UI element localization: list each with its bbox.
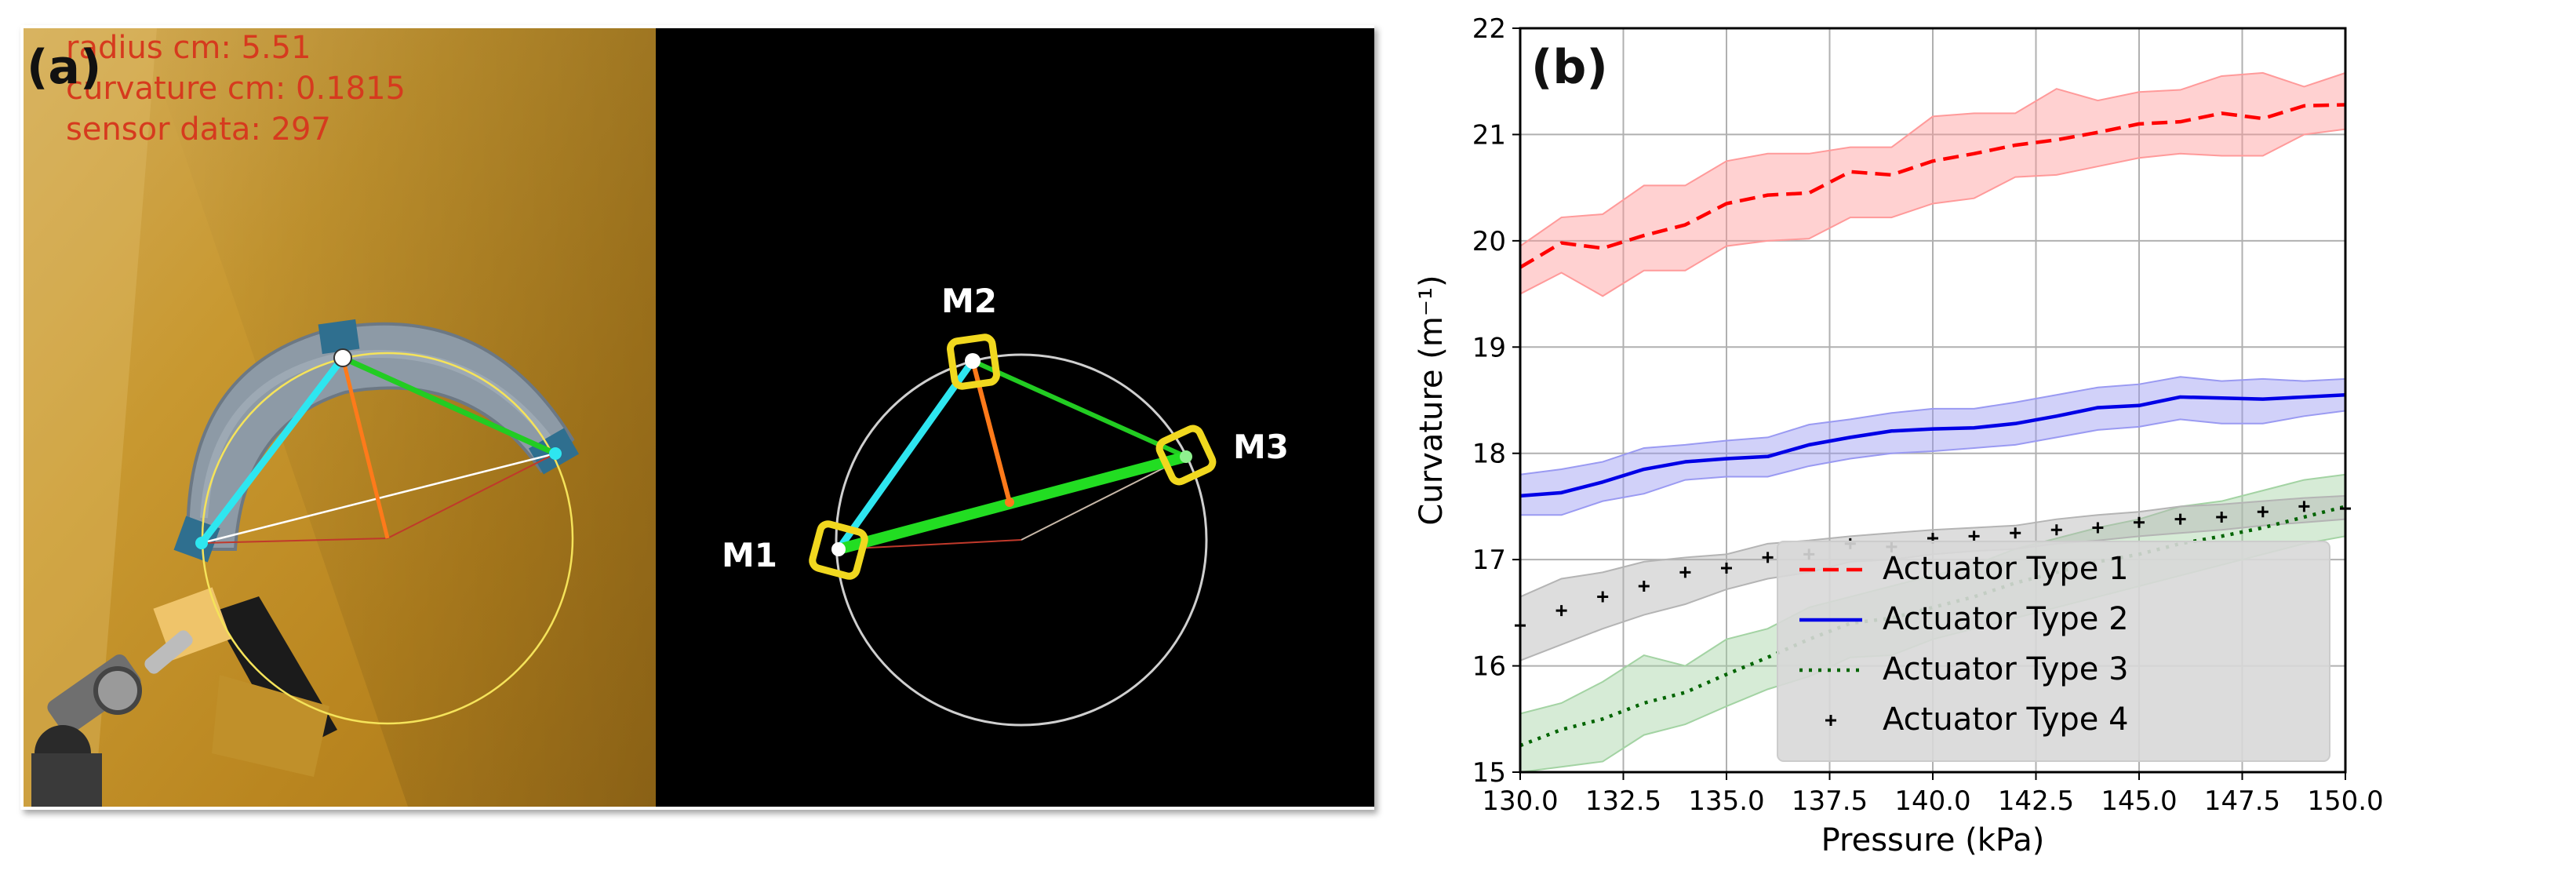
data-point [1597,591,1609,603]
data-point [1679,567,1691,578]
data-point [1762,552,1774,563]
data-point [1638,581,1650,592]
legend-label: Actuator Type 2 [1883,601,2129,637]
marker-m1 [809,520,868,580]
segment-m2-m3 [971,359,1188,459]
segment-cyan-photo [198,355,346,545]
legend-label: Actuator Type 3 [1883,651,2129,687]
marker-blue-top [318,319,360,355]
label-m3: M3 [1233,428,1289,466]
x-tick-label: 132.5 [1585,785,1661,817]
data-point [2134,516,2145,528]
y-tick-label: 21 [1472,119,1506,151]
y-tick-label: 15 [1472,757,1506,789]
overlay-sensor: sensor data: 297 [66,111,331,148]
data-point [2257,506,2269,518]
label-m1: M1 [722,536,777,574]
x-tick-label: 150.0 [2307,785,2383,817]
series-1-line [1519,103,2346,269]
y-tick-label: 16 [1472,651,1506,683]
panel-a-label: (a) [27,40,101,95]
data-point [2174,513,2186,525]
data-point [2216,511,2228,523]
x-tick-label: 140.0 [1894,785,1970,817]
series-lines [1515,103,2351,748]
x-tick-label: 145.0 [2101,785,2177,817]
series-2-line [1519,392,2346,498]
legend: Actuator Type 1 Actuator Type 2 Actuator T… [1777,541,2330,762]
legend-label: Actuator Type 1 [1883,551,2129,587]
x-tick-label: 135.0 [1688,785,1764,817]
overlay-radius: radius cm: 5.51 [66,30,311,66]
data-point [1555,605,1567,617]
panel-a-figure: radius cm: 5.51 curvature cm: 0.1815 sen… [20,25,1374,810]
y-tick-label: 22 [1472,13,1506,45]
x-tick-label: 130.0 [1482,785,1558,817]
y-tick-label: 17 [1472,545,1506,576]
tracking-view: M1 M2 M3 [656,28,1374,807]
legend-box [1777,541,2330,762]
data-point [1721,562,1732,574]
camera-photo: radius cm: 5.51 curvature cm: 0.1815 sen… [24,28,656,807]
y-axis-label: Curvature (m⁻¹) [1414,275,1450,525]
panel-b-label: (b) [1531,40,1608,95]
marker-m3 [1155,425,1217,486]
x-tick-label: 142.5 [1998,785,2074,817]
x-tick-label: 147.5 [2204,785,2280,817]
data-point [2092,522,2104,534]
legend-marker [1825,715,1836,726]
curvature-chart: 130.0 132.5 135.0 137.5 140.0 142.5 145.0 147.5… [1414,13,2384,858]
overlay-curvature: curvature cm: 0.1815 [66,71,406,107]
data-point [2050,524,2062,536]
data-point [2010,527,2021,539]
fit-circle-track [835,353,1208,727]
segment-m1-m2 [835,359,976,552]
data-point [2298,501,2310,512]
data-point [1968,530,1980,542]
y-tick-label: 18 [1472,439,1506,470]
marker-m2 [947,333,1000,390]
x-tick-label: 137.5 [1792,785,1868,817]
axis-ticks: 130.0 132.5 135.0 137.5 140.0 142.5 145.0 147.5… [1472,13,2384,817]
legend-label: Actuator Type 4 [1883,702,2129,738]
clamp-hardware [31,630,193,807]
segment-green-photo [341,355,557,457]
label-m2: M2 [941,282,997,320]
x-axis-label: Pressure (kPa) [1821,822,2045,858]
y-tick-label: 20 [1472,226,1506,257]
y-tick-label: 19 [1472,332,1506,363]
